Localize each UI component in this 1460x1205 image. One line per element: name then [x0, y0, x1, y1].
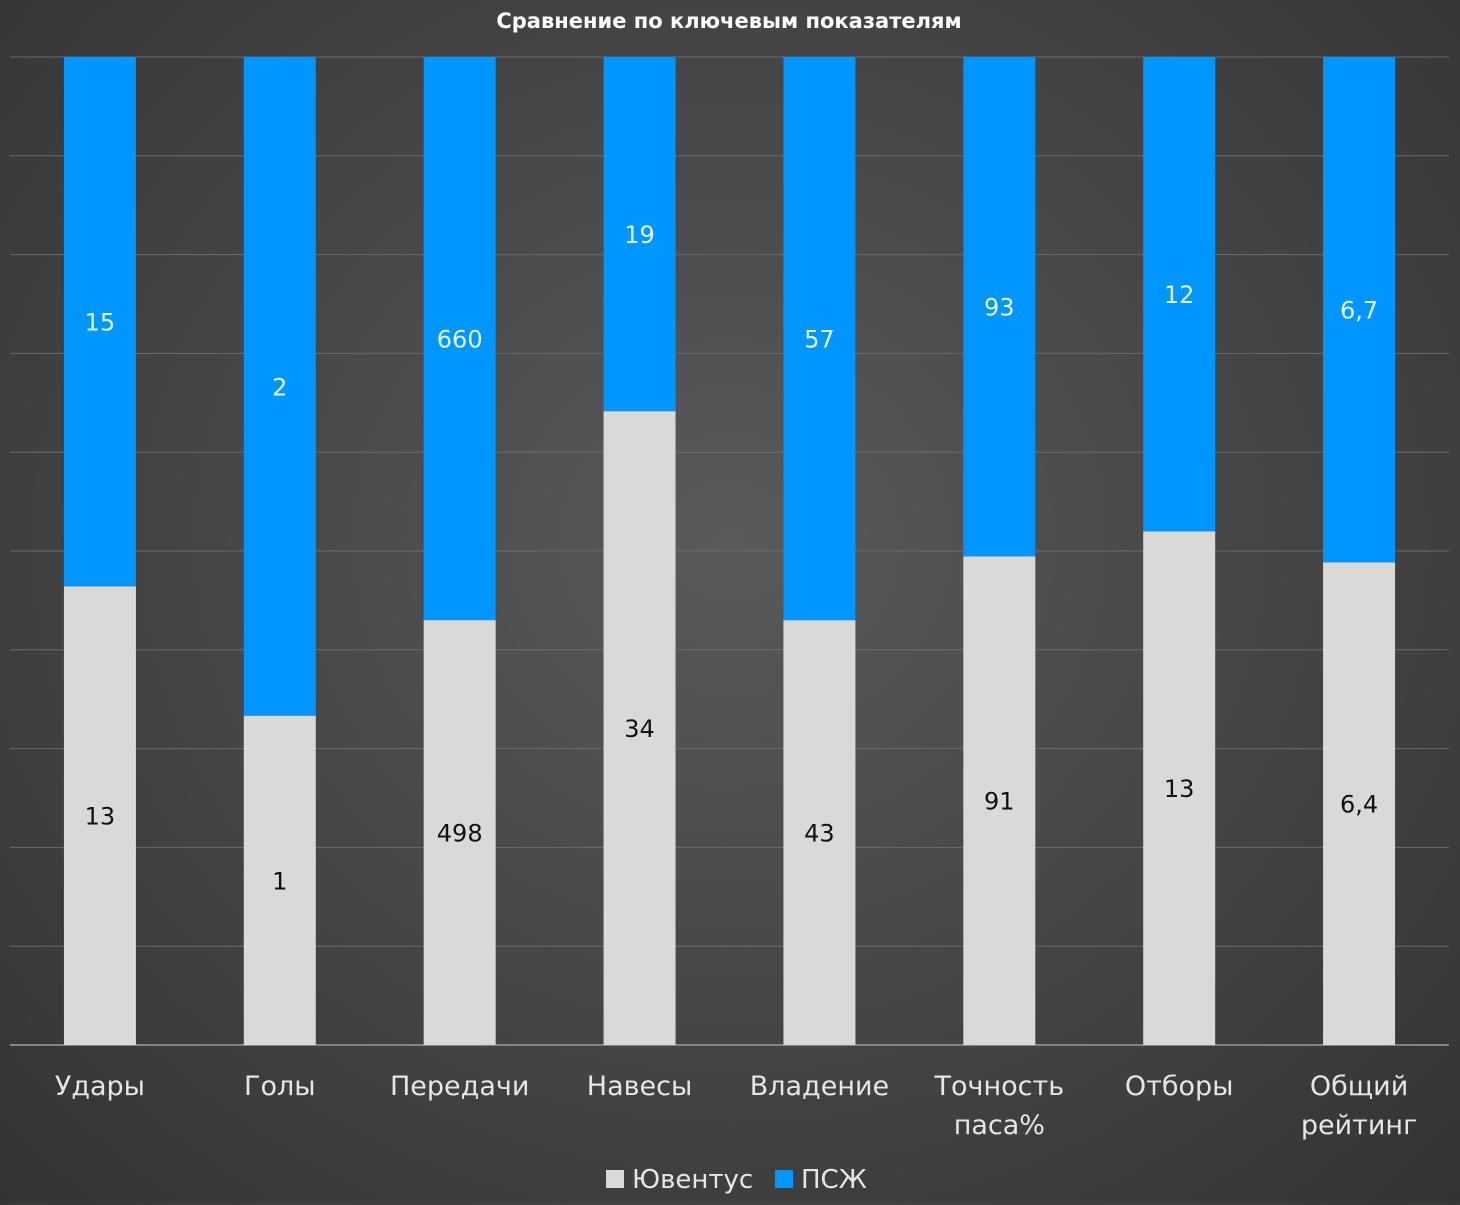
data-label: 498: [437, 820, 483, 848]
data-label: 34: [624, 715, 655, 743]
bar-segment-juventus: [963, 556, 1036, 1045]
bar-segment-psg: [1323, 57, 1396, 563]
data-label: 13: [85, 803, 116, 831]
bar-segment-juventus: [603, 411, 676, 1045]
category-tick-label: Отборы: [1125, 1071, 1234, 1102]
bar-segment-juventus: [1143, 531, 1216, 1045]
bar-segment-juventus: [63, 586, 136, 1045]
bar-segment-juventus: [1323, 562, 1396, 1045]
chart-title: Сравнение по ключевым показателям: [496, 9, 961, 33]
legend-swatch: [775, 1170, 793, 1188]
data-label: 57: [804, 326, 835, 354]
data-label: 93: [984, 294, 1015, 322]
category-tick-label: Общий рейтинг: [1301, 1071, 1417, 1141]
legend-label: Ювентус: [632, 1165, 753, 1195]
data-label: 19: [624, 221, 655, 249]
data-label: 91: [984, 788, 1015, 816]
bar-segment-juventus: [423, 620, 496, 1045]
category-tick-label: Точность паса%: [934, 1071, 1065, 1141]
legend-swatch: [606, 1170, 624, 1188]
bar-segment-psg: [63, 57, 136, 587]
bar-segment-psg: [963, 57, 1036, 557]
bars: [63, 57, 1396, 1045]
data-label: 660: [437, 326, 483, 354]
data-label: 43: [804, 820, 835, 848]
data-label: 1: [272, 867, 287, 895]
data-label: 2: [272, 373, 287, 401]
bar-segment-psg: [603, 57, 676, 412]
bar-segment-psg: [423, 57, 496, 621]
data-label: 6,7: [1340, 297, 1378, 325]
category-tick-label: Голы: [244, 1071, 316, 1102]
bar-segment-psg: [243, 57, 316, 716]
category-tick-labels: Удары Голы Передачи Навесы Владение Точность п…: [55, 1071, 1417, 1141]
category-tick-label: Удары: [55, 1071, 145, 1102]
legend: Ювентус ПСЖ: [606, 1165, 867, 1195]
category-tick-label: Навесы: [587, 1071, 693, 1102]
bar-segment-psg: [783, 57, 856, 621]
data-label: 15: [85, 309, 116, 337]
data-label: 6,4: [1340, 791, 1378, 819]
data-label: 13: [1164, 775, 1195, 803]
data-label: 12: [1164, 281, 1195, 309]
category-tick-label: Передачи: [390, 1071, 529, 1102]
bar-segment-psg: [1143, 57, 1216, 532]
legend-label: ПСЖ: [801, 1165, 867, 1195]
bar-segment-juventus: [783, 620, 856, 1045]
category-tick-label: Владение: [750, 1071, 889, 1102]
bar-segment-juventus: [243, 715, 316, 1045]
gridlines: [10, 56, 1449, 1046]
